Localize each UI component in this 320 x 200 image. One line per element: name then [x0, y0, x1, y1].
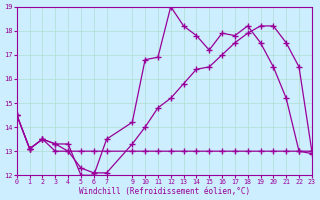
X-axis label: Windchill (Refroidissement éolien,°C): Windchill (Refroidissement éolien,°C) [79, 187, 250, 196]
